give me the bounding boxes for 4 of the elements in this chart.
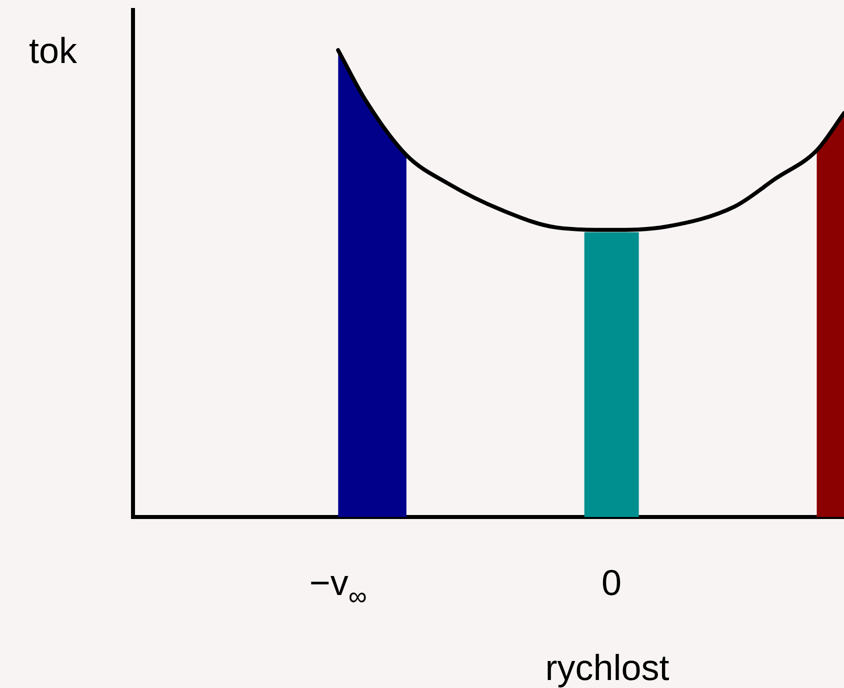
y-axis-title: tok <box>28 30 78 71</box>
x-tick-label: −v∞ <box>309 562 367 611</box>
x-tick-label: 0 <box>602 562 622 603</box>
x-axis-title: rychlost <box>545 647 670 688</box>
